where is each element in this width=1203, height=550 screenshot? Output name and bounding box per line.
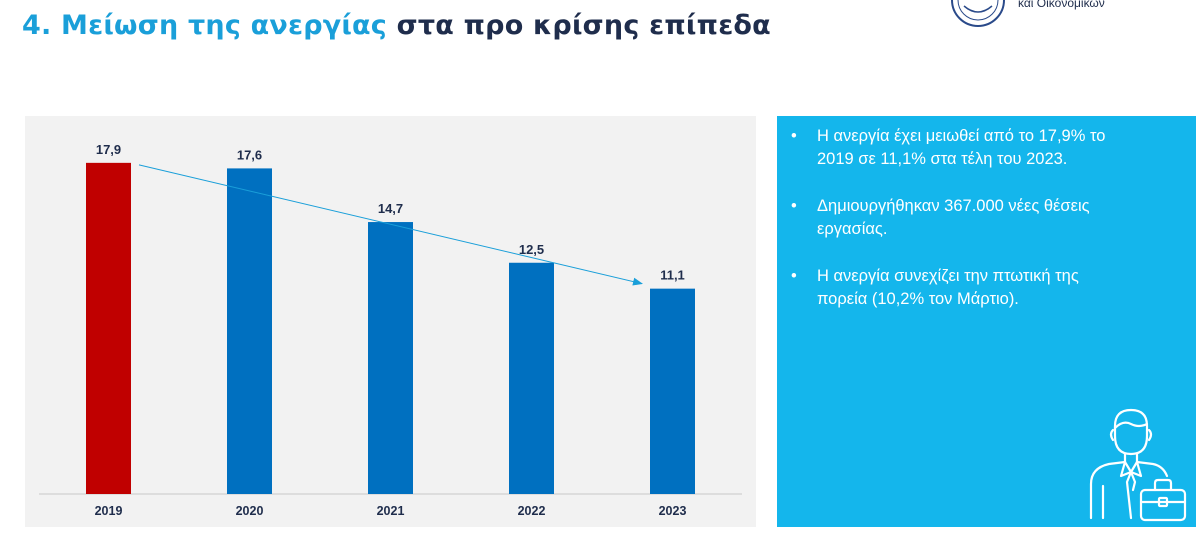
- chart-panel: 17,9 2019 17,6 2020 14,7 2021 12,5 2022 11,1 2023: [25, 116, 756, 527]
- bar-2020: [227, 168, 272, 494]
- bullet-dot: •: [791, 127, 797, 145]
- info-bullet: • Η ανεργία συνεχίζει την πτωτική της πορ…: [791, 265, 1121, 311]
- title-highlight: 4. Μείωση της ανεργίας: [22, 10, 387, 41]
- data-label-2020: 17,6: [237, 147, 262, 162]
- x-tick-2023: 2023: [659, 504, 687, 518]
- bullet-text: Η ανεργία έχει μειωθεί από το 17,9% το 2…: [817, 127, 1106, 168]
- ministry-name: και Οικονομικών: [1018, 0, 1105, 10]
- info-bullet-list: • Η ανεργία έχει μειωθεί από το 17,9% το …: [791, 125, 1121, 335]
- data-label-2022: 12,5: [519, 242, 544, 257]
- bar-2019: [86, 162, 131, 494]
- info-bullet: • Δημιουργήθηκαν 367.000 νέες θέσεις εργα…: [791, 195, 1121, 241]
- businessman-briefcase-icon: [1089, 408, 1187, 522]
- title-rest: στα προ κρίσης επίπεδα: [396, 10, 771, 41]
- bar-2021: [368, 222, 413, 495]
- x-tick-2020: 2020: [236, 504, 264, 518]
- bullet-dot: •: [791, 267, 797, 285]
- bullet-dot: •: [791, 197, 797, 215]
- info-bullet: • Η ανεργία έχει μειωθεί από το 17,9% το …: [791, 125, 1121, 171]
- bullet-text: Δημιουργήθηκαν 367.000 νέες θέσεις εργασ…: [817, 197, 1090, 238]
- info-panel: • Η ανεργία έχει μειωθεί από το 17,9% το …: [777, 116, 1196, 527]
- bar-2022: [509, 262, 554, 494]
- x-tick-2022: 2022: [518, 504, 546, 518]
- x-tick-2021: 2021: [377, 504, 405, 518]
- unemployment-bar-chart: 17,9 2019 17,6 2020 14,7 2021 12,5 2022 11,1 2023: [39, 142, 742, 518]
- data-label-2019: 17,9: [96, 142, 121, 157]
- bar-2023: [650, 288, 695, 494]
- bullet-text: Η ανεργία συνεχίζει την πτωτική της πορε…: [817, 267, 1079, 308]
- data-label-2023: 11,1: [660, 268, 685, 283]
- ministry-seal-icon: [951, 0, 1005, 27]
- data-label-2021: 14,7: [378, 201, 403, 216]
- trend-arrow: [138, 164, 643, 286]
- x-tick-2019: 2019: [95, 504, 123, 518]
- page-title: 4. Μείωση της ανεργίας στα προ κρίσης επ…: [22, 10, 771, 41]
